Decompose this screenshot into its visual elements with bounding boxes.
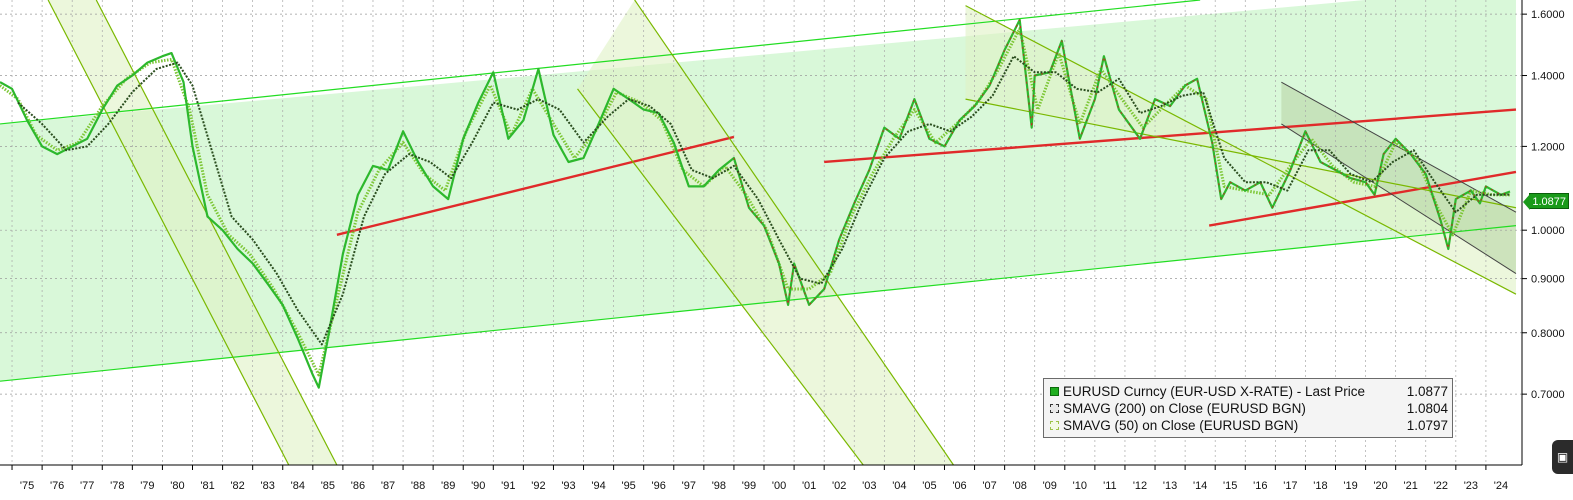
legend-value-smavg200: 1.0804 — [1406, 401, 1448, 416]
x-tick-label-8: '83 — [261, 480, 275, 492]
dashed-square-icon — [1050, 421, 1059, 430]
x-tick-label-39: '14 — [1193, 480, 1207, 492]
x-tick-label-45: '20 — [1373, 480, 1387, 492]
channel-fill-2 — [48, 0, 337, 465]
x-tick-label-46: '21 — [1404, 480, 1418, 492]
x-tick-label-28: '03 — [862, 480, 876, 492]
x-tick-label-42: '17 — [1283, 480, 1297, 492]
x-tick-label-31: '06 — [952, 480, 966, 492]
x-tick-label-2: '77 — [80, 480, 94, 492]
trend-line-8 — [47, 0, 290, 466]
filled-square-icon — [1050, 387, 1059, 396]
channel-fill-4 — [1281, 82, 1516, 274]
x-tick-label-48: '23 — [1464, 480, 1478, 492]
x-tick-label-40: '15 — [1223, 480, 1237, 492]
x-tick-label-32: '07 — [982, 480, 996, 492]
x-tick-label-27: '02 — [832, 480, 846, 492]
trend-line-9 — [634, 0, 955, 466]
trend-line-3 — [0, 0, 1201, 125]
x-tick-label-30: '05 — [922, 480, 936, 492]
series-line-price — [0, 18, 1511, 389]
x-tick-label-15: '90 — [471, 480, 485, 492]
legend-label-price: EURUSD Curncy (EUR-USD X-RATE) - Last Pr… — [1063, 384, 1366, 399]
x-tick-label-3: '78 — [110, 480, 124, 492]
legend-row-smavg50: SMAVG (50) on Close (EURUSD BGN) 1.0797 — [1048, 417, 1448, 434]
x-tick-label-9: '84 — [291, 480, 305, 492]
x-tick-label-17: '92 — [531, 480, 545, 492]
trend-line-1 — [824, 108, 1517, 164]
x-tick-label-22: '97 — [682, 480, 696, 492]
y-tick-label-6: 1.6000 — [1531, 9, 1565, 21]
x-tick-label-47: '22 — [1434, 480, 1448, 492]
chart-legend: EURUSD Curncy (EUR-USD X-RATE) - Last Pr… — [1043, 378, 1453, 438]
x-tick-label-16: '91 — [501, 480, 515, 492]
x-tick-label-13: '88 — [411, 480, 425, 492]
x-tick-label-37: '12 — [1133, 480, 1147, 492]
legend-label-smavg200: SMAVG (200) on Close (EURUSD BGN) — [1063, 401, 1306, 416]
x-tick-label-7: '82 — [230, 480, 244, 492]
x-tick-label-19: '94 — [591, 480, 605, 492]
trend-line-7 — [95, 0, 338, 466]
x-tick-label-10: '85 — [321, 480, 335, 492]
series-line-smavg200 — [17, 55, 1511, 346]
legend-label-smavg50: SMAVG (50) on Close (EURUSD BGN) — [1063, 418, 1299, 433]
dashed-square-icon — [1050, 404, 1059, 413]
y-tick-label-2: 0.9000 — [1531, 274, 1565, 286]
x-tick-label-33: '08 — [1013, 480, 1027, 492]
y-tick-label-1: 0.8000 — [1531, 328, 1565, 340]
trend-line-2 — [1208, 170, 1517, 227]
y-tick-label-3: 1.0000 — [1531, 225, 1565, 237]
x-tick-label-25: '00 — [772, 480, 786, 492]
x-tick-label-21: '96 — [652, 480, 666, 492]
x-tick-label-43: '18 — [1313, 480, 1327, 492]
x-axis-background — [0, 465, 1522, 495]
x-tick-label-11: '86 — [351, 480, 365, 492]
x-tick-label-36: '11 — [1103, 480, 1117, 492]
x-tick-label-34: '09 — [1043, 480, 1057, 492]
trend-line-10 — [577, 88, 864, 466]
x-tick-label-41: '16 — [1253, 480, 1267, 492]
x-tick-label-49: '24 — [1494, 480, 1508, 492]
x-tick-label-35: '10 — [1073, 480, 1087, 492]
x-tick-label-20: '95 — [621, 480, 635, 492]
legend-value-smavg50: 1.0797 — [1406, 418, 1448, 433]
x-tick-label-12: '87 — [381, 480, 395, 492]
x-tick-label-23: '98 — [712, 480, 726, 492]
x-tick-label-18: '93 — [561, 480, 575, 492]
last-price-badge: 1.0877 — [1523, 193, 1569, 210]
legend-row-price: EURUSD Curncy (EUR-USD X-RATE) - Last Pr… — [1048, 383, 1448, 400]
legend-value-price: 1.0877 — [1406, 384, 1448, 399]
legend-row-smavg200: SMAVG (200) on Close (EURUSD BGN) 1.0804 — [1048, 400, 1448, 417]
trend-line-6 — [965, 98, 1517, 209]
x-tick-label-26: '01 — [802, 480, 816, 492]
x-tick-label-14: '89 — [441, 480, 455, 492]
x-tick-label-1: '76 — [50, 480, 64, 492]
x-tick-label-38: '13 — [1163, 480, 1177, 492]
trend-line-4 — [0, 225, 1517, 382]
x-tick-label-29: '04 — [892, 480, 906, 492]
x-tick-label-0: '75 — [20, 480, 34, 492]
x-tick-label-24: '99 — [742, 480, 756, 492]
stop-icon[interactable]: ▣ — [1552, 440, 1573, 474]
x-tick-label-4: '79 — [140, 480, 154, 492]
trend-line-0 — [336, 135, 735, 236]
channel-fill-3 — [577, 0, 954, 465]
x-tick-label-6: '81 — [200, 480, 214, 492]
x-tick-label-44: '19 — [1343, 480, 1357, 492]
y-tick-label-0: 0.7000 — [1531, 389, 1565, 401]
y-axis-background — [1522, 0, 1573, 495]
x-tick-label-5: '80 — [170, 480, 184, 492]
y-tick-label-4: 1.2000 — [1531, 141, 1565, 153]
y-tick-label-5: 1.4000 — [1531, 71, 1565, 83]
